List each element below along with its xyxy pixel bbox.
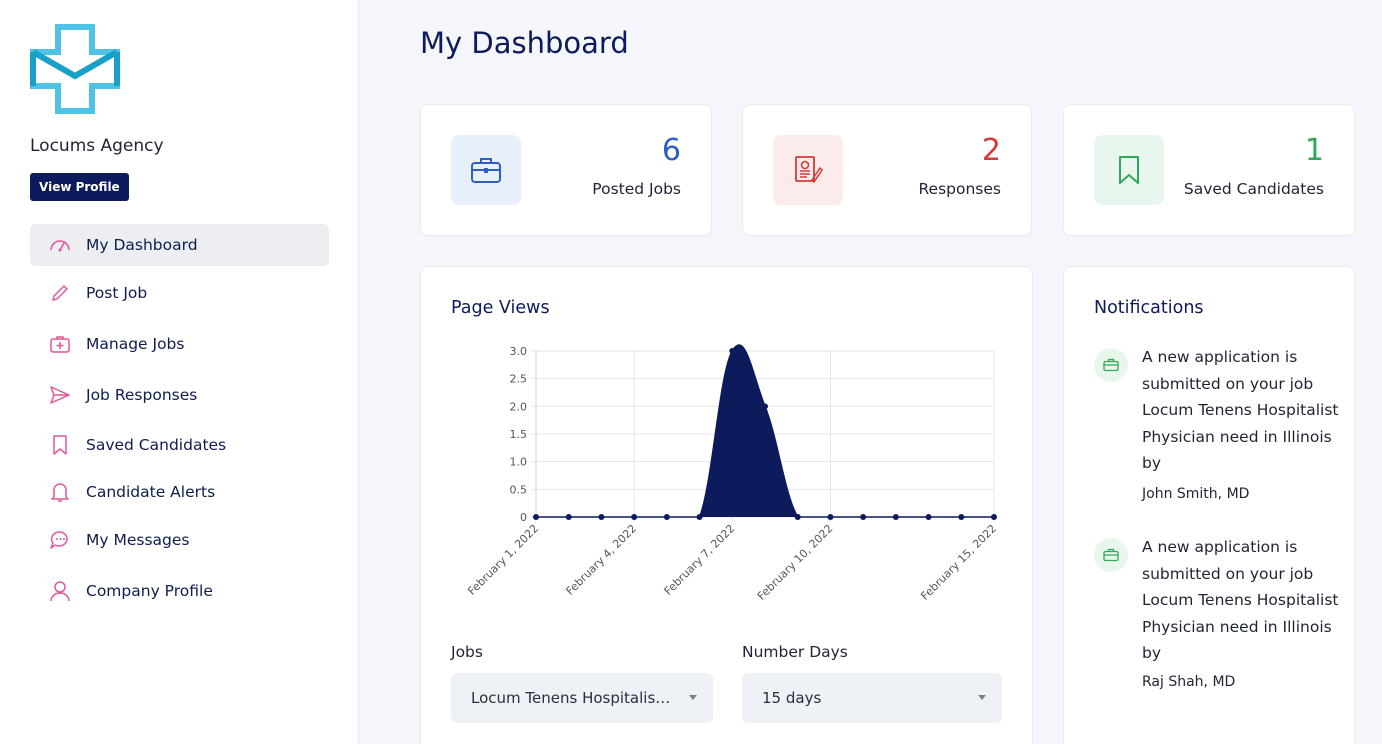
sidebar-item-label: My Dashboard — [86, 236, 198, 254]
sidebar-item-label: Saved Candidates — [86, 436, 227, 454]
stat-label: Posted Jobs — [592, 180, 681, 198]
sidebar-item-label: My Messages — [86, 531, 190, 549]
stat-value: 6 — [661, 133, 681, 168]
briefcase-icon — [1094, 348, 1128, 382]
view-profile-button[interactable]: View Profile — [30, 173, 129, 201]
medical-case-icon — [48, 332, 72, 356]
user-icon — [48, 579, 72, 603]
x-tick-label: February 10, 2022 — [755, 522, 836, 603]
page-views-title: Page Views — [451, 298, 550, 318]
notification-text: A new application is submitted on your j… — [1142, 348, 1339, 472]
data-point — [860, 514, 867, 520]
stat-card-saved-candidates[interactable]: 1 Saved Candidates — [1063, 104, 1355, 236]
y-tick-label: 2.5 — [510, 373, 528, 386]
data-point — [794, 514, 801, 520]
y-tick-label: 0.5 — [510, 483, 528, 496]
y-tick-label: 0 — [520, 511, 527, 524]
notification-text: A new application is submitted on your j… — [1142, 538, 1339, 662]
data-point — [892, 514, 899, 520]
y-tick-label: 2.0 — [510, 400, 528, 413]
stat-value: 2 — [981, 133, 1001, 168]
x-tick-label: February 1, 2022 — [465, 522, 541, 598]
sidebar-item-post-job[interactable]: Post Job — [30, 272, 329, 314]
data-point — [696, 514, 703, 520]
page-views-card: Page Views 3.0 2.5 2.0 1.5 1.0 0.5 0 February 1… — [420, 266, 1033, 744]
data-point — [827, 514, 834, 520]
caret-down-icon — [689, 695, 697, 700]
stat-card-responses[interactable]: 2 Responses — [742, 104, 1032, 236]
data-point — [729, 348, 736, 354]
data-point — [663, 514, 670, 520]
caret-down-icon — [978, 695, 986, 700]
sidebar-item-my-messages[interactable]: My Messages — [30, 519, 329, 561]
sidebar-item-candidate-alerts[interactable]: Candidate Alerts — [30, 471, 329, 513]
data-point — [565, 514, 572, 520]
page-title: My Dashboard — [420, 26, 629, 60]
sidebar: Locums Agency View Profile My Dashboard … — [0, 0, 359, 744]
notifications-title: Notifications — [1094, 298, 1204, 318]
x-tick-label: February 4, 2022 — [563, 522, 639, 598]
sidebar-item-company-profile[interactable]: Company Profile — [30, 570, 329, 612]
data-point — [762, 403, 768, 410]
bell-icon — [48, 480, 72, 504]
send-icon — [48, 383, 72, 407]
y-tick-label: 1.0 — [510, 456, 528, 469]
sidebar-item-job-responses[interactable]: Job Responses — [30, 374, 329, 416]
stat-value: 1 — [1304, 133, 1324, 168]
y-tick-label: 3.0 — [510, 345, 528, 358]
sidebar-item-saved-candidates[interactable]: Saved Candidates — [30, 424, 329, 466]
agency-name: Locums Agency — [30, 136, 164, 156]
x-tick-label: February 15, 2022 — [918, 522, 999, 603]
resume-icon — [773, 135, 843, 205]
notification-author: John Smith, MD — [1142, 486, 1250, 502]
number-days-select-value: 15 days — [762, 689, 822, 707]
data-point — [925, 514, 932, 520]
bookmark-icon — [48, 433, 72, 457]
sidebar-item-label: Post Job — [86, 284, 148, 302]
speedometer-icon — [48, 233, 72, 257]
sidebar-item-my-dashboard[interactable]: My Dashboard — [30, 224, 329, 266]
jobs-select[interactable]: Locum Tenens Hospitalist Physician need … — [451, 673, 713, 723]
data-point — [958, 514, 965, 520]
briefcase-icon — [451, 135, 521, 205]
series-area — [536, 345, 994, 517]
sidebar-item-label: Manage Jobs — [86, 335, 185, 353]
x-tick-label: February 7, 2022 — [662, 522, 738, 598]
jobs-label: Jobs — [451, 643, 483, 661]
notification-author: Raj Shah, MD — [1142, 674, 1236, 690]
y-tick-label: 1.5 — [510, 428, 528, 441]
pencil-icon — [48, 281, 72, 305]
number-days-select[interactable]: 15 days — [742, 673, 1002, 723]
number-days-label: Number Days — [742, 643, 848, 661]
chat-icon — [48, 528, 72, 552]
notifications-card: Notifications A new application is submi… — [1063, 266, 1355, 744]
stat-label: Saved Candidates — [1183, 180, 1324, 198]
stat-card-posted-jobs[interactable]: 6 Posted Jobs — [420, 104, 712, 236]
stat-label: Responses — [918, 180, 1001, 198]
agency-logo — [30, 24, 120, 114]
data-point — [631, 514, 638, 520]
sidebar-item-label: Job Responses — [86, 386, 198, 404]
sidebar-item-label: Company Profile — [86, 582, 213, 600]
briefcase-icon — [1094, 538, 1128, 572]
data-point — [991, 514, 997, 520]
data-point — [598, 514, 605, 520]
bookmark-icon — [1094, 135, 1164, 205]
series-line — [535, 344, 994, 518]
data-point — [533, 514, 539, 520]
sidebar-item-label: Candidate Alerts — [86, 483, 216, 501]
jobs-select-value: Locum Tenens Hospitalist Physician need … — [471, 689, 671, 707]
sidebar-item-manage-jobs[interactable]: Manage Jobs — [30, 323, 329, 365]
